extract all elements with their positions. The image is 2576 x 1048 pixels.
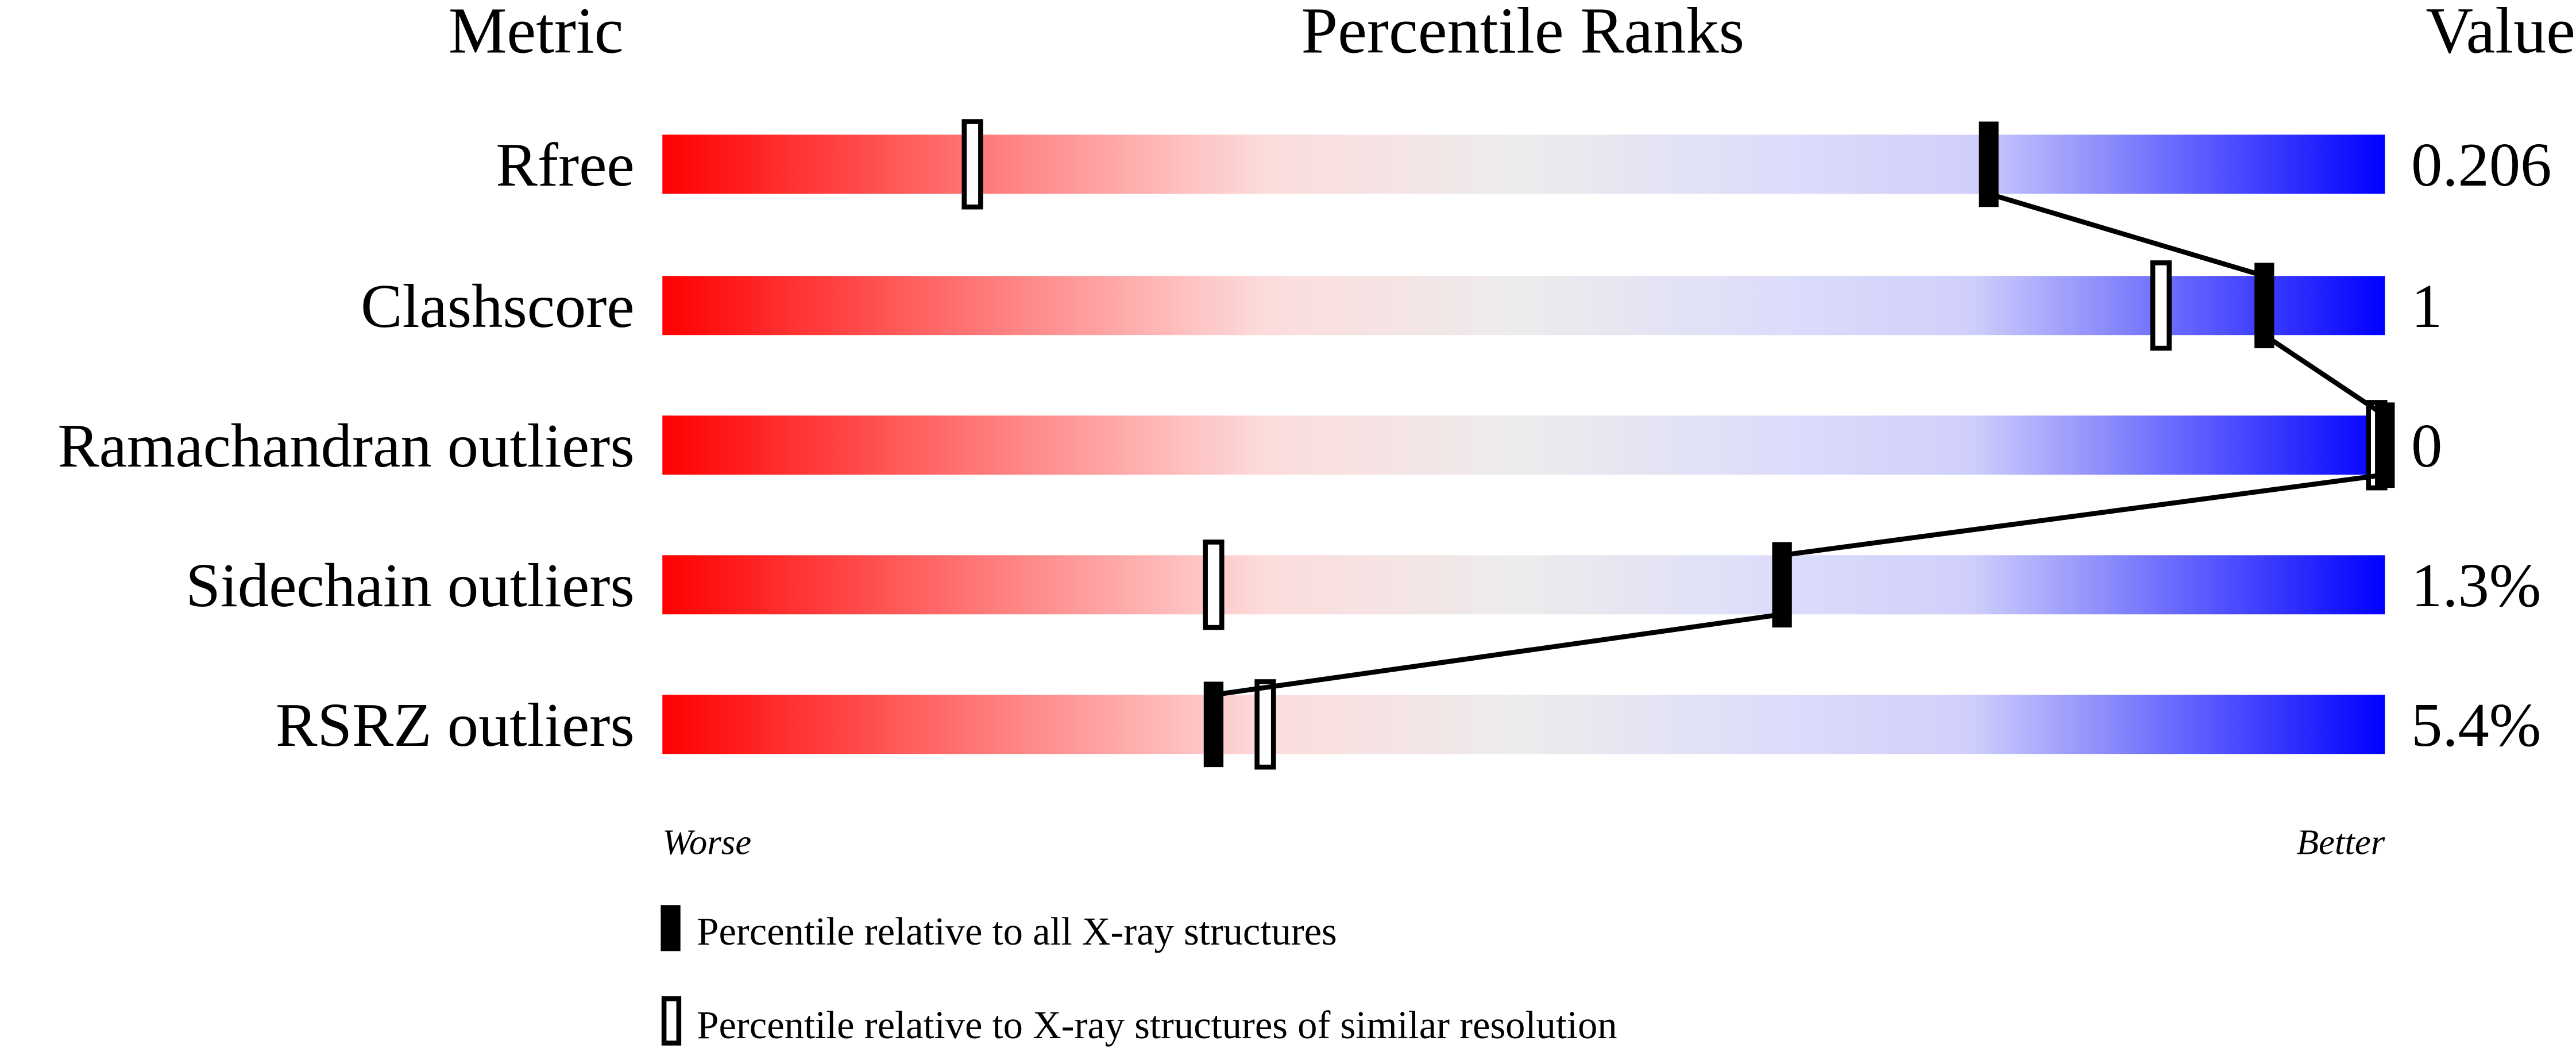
metric-value: 5.4%: [2411, 691, 2541, 760]
header-metric: Metric: [449, 0, 624, 67]
all-structures-marker: [2254, 263, 2274, 349]
metric-value: 1: [2411, 272, 2442, 341]
percentile-gradient-bar: [662, 276, 2385, 336]
percentile-connector-line: [1213, 611, 1783, 698]
legend-all-label: Percentile relative to all X-ray structu…: [697, 910, 1337, 953]
similar-resolution-marker: [2150, 260, 2172, 351]
metric-row: Rfree 0.206: [496, 119, 2551, 210]
percentile-gradient-bar: [662, 695, 2385, 754]
axis-worse-label: Worse: [662, 822, 751, 862]
percentile-connector-line: [1782, 472, 2385, 558]
metric-row: Sidechain outliers 1.3%: [186, 540, 2541, 630]
all-structures-marker: [1979, 121, 1999, 207]
percentile-gradient-bar: [662, 555, 2385, 615]
metric-value: 0.206: [2411, 130, 2551, 199]
similar-resolution-marker: [1254, 679, 1276, 770]
percentile-connector-line: [1988, 191, 2265, 279]
header-percentile-ranks: Percentile Ranks: [1301, 0, 1745, 67]
legend-all-marker: [661, 905, 681, 951]
header-value: Value: [2426, 0, 2575, 67]
metric-label: Sidechain outliers: [186, 551, 634, 620]
legend-similar-label: Percentile relative to X-ray structures …: [697, 1003, 1617, 1047]
percentile-connector-line: [2262, 333, 2386, 418]
metric-row: Ramachandran outliers 0: [57, 400, 2442, 491]
similar-resolution-marker: [1203, 540, 1225, 630]
metric-label: Ramachandran outliers: [57, 411, 634, 480]
metric-row: Clashscore 1: [361, 260, 2442, 351]
legend-similar-marker: [661, 996, 682, 1046]
metric-label: RSRZ outliers: [276, 691, 635, 760]
percentile-gradient-bar: [662, 134, 2385, 194]
metric-row: RSRZ outliers 5.4%: [276, 679, 2541, 770]
metric-label: Clashscore: [361, 272, 635, 341]
metric-value: 0: [2411, 411, 2442, 480]
metric-label: Rfree: [496, 130, 634, 199]
metric-value: 1.3%: [2411, 551, 2541, 620]
axis-better-label: Better: [2297, 822, 2385, 862]
similar-resolution-marker: [961, 119, 983, 210]
percentile-gradient-bar: [662, 415, 2385, 475]
